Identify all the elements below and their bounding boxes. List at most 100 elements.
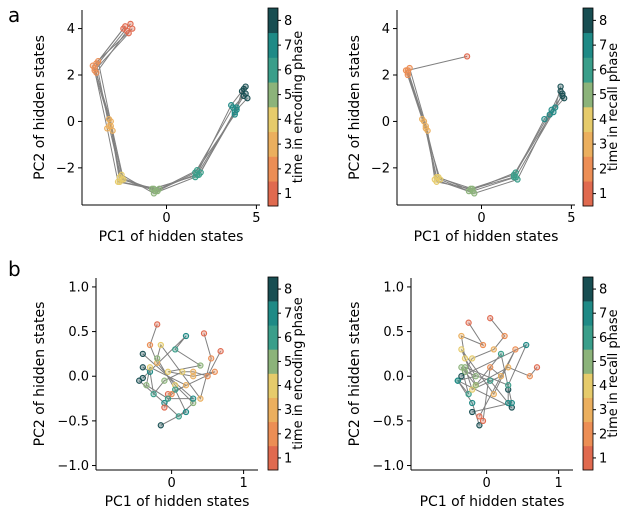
colorbar-segment [583, 445, 593, 471]
trajectory-points [89, 20, 251, 197]
colorbar-segment [583, 8, 593, 34]
colorbar-segment [268, 325, 278, 350]
colorbar-tick-label: 4 [284, 113, 292, 128]
data-point [490, 390, 497, 398]
chart-1: 0 5 −2 0 2 4 PC1 of hidden states PC2 of hidden… [32, 7, 306, 245]
y-tick-label: 0.5 [383, 325, 404, 340]
data-point [463, 53, 471, 60]
colorbar-tick-label: 8 [284, 283, 292, 298]
data-point [182, 382, 190, 389]
y-tick-label: 0 [382, 115, 390, 130]
data-point [487, 364, 494, 371]
y-tick-label: 1.0 [68, 280, 89, 295]
data-point [458, 373, 465, 380]
data-point [204, 373, 211, 380]
data-point [107, 122, 114, 130]
y-tick-label: 0.5 [68, 325, 89, 340]
data-point [190, 368, 197, 375]
colorbar-tick-label: 3 [599, 403, 607, 418]
chart-4: 0 1 −1.0 −0.5 0.0 0.5 1.0 PC1 of hidden states P… [347, 276, 621, 510]
data-point [192, 173, 199, 181]
colorbar-tick-label: 6 [599, 331, 607, 346]
y-tick-label: 0.0 [68, 370, 89, 385]
colorbar-tick-label: 2 [599, 427, 607, 442]
colorbar-segment [268, 32, 278, 58]
y-axis-label: PC2 of hidden states [347, 35, 363, 180]
data-point [490, 346, 497, 353]
data-point [479, 341, 487, 349]
colorbar-tick-label: 2 [284, 162, 292, 177]
data-point [469, 399, 476, 407]
data-point [139, 364, 146, 371]
data-point [228, 102, 235, 109]
data-point [217, 348, 224, 355]
colorbar-label: time in recall phase [606, 43, 621, 171]
y-tick-label: −0.5 [372, 414, 404, 429]
trajectory-points [136, 321, 224, 429]
data-point [479, 417, 487, 425]
data-point [510, 173, 518, 181]
x-tick-label: 1 [239, 476, 247, 491]
data-point [461, 355, 469, 362]
data-point [154, 359, 161, 366]
trajectory-line [460, 349, 516, 417]
data-point [231, 111, 238, 118]
data-point [433, 173, 440, 181]
colorbar-segment [583, 349, 593, 374]
colorbar-frame [267, 276, 279, 471]
colorbar-tick-label: 3 [284, 403, 292, 418]
colorbar-tick-label: 1 [599, 187, 607, 202]
data-point [139, 374, 146, 382]
trajectory-line [457, 322, 485, 426]
data-point [487, 315, 494, 322]
colorbar-segment [268, 82, 278, 108]
y-axis-label: PC2 of hidden states [32, 302, 48, 447]
x-tick-label: 5 [252, 211, 260, 226]
trajectory-line [138, 324, 194, 418]
data-point [497, 350, 505, 358]
trajectory-line [156, 333, 212, 426]
data-point [143, 382, 150, 389]
y-tick-label: 2 [67, 69, 75, 84]
data-point [161, 399, 168, 407]
trajectory-line [407, 55, 563, 192]
trajectory-points [402, 53, 568, 197]
x-axis-label: PC1 of hidden states [105, 494, 250, 510]
trajectory-line [95, 30, 246, 194]
data-point [461, 368, 469, 375]
colorbar-segment [268, 445, 278, 471]
data-point [150, 390, 157, 398]
data-point [190, 395, 197, 402]
data-point [476, 422, 483, 429]
data-point [164, 395, 172, 402]
data-point [116, 178, 123, 185]
colorbar-frame [582, 276, 594, 471]
colorbar-segment [268, 277, 278, 302]
data-point [123, 27, 131, 35]
data-point [172, 382, 179, 389]
y-tick-label: −1.0 [372, 459, 404, 474]
colorbar-segment [583, 181, 593, 207]
colorbar-segment [583, 57, 593, 83]
colorbar-segment [268, 421, 278, 447]
data-point [129, 25, 136, 32]
colorbar-tick-label: 5 [599, 88, 607, 103]
trajectory-lines [405, 55, 565, 194]
colorbar-segment [268, 373, 278, 398]
y-tick-label: −1.0 [57, 459, 89, 474]
data-point [487, 377, 494, 384]
data-point [458, 346, 465, 353]
colorbar-tick-label: 6 [284, 331, 292, 346]
colorbar-segment [583, 82, 593, 108]
colorbar: 1 2 3 4 5 6 7 8 time in recall phase [582, 276, 621, 471]
data-point [505, 364, 512, 371]
data-point [559, 92, 566, 100]
trajectory-points [454, 315, 541, 429]
colorbar-tick-label: 7 [284, 39, 292, 54]
data-point [161, 377, 168, 384]
data-point [89, 62, 96, 69]
colorbar-segment [268, 131, 278, 157]
data-point [150, 190, 158, 197]
colorbar-tick-label: 2 [284, 427, 292, 442]
